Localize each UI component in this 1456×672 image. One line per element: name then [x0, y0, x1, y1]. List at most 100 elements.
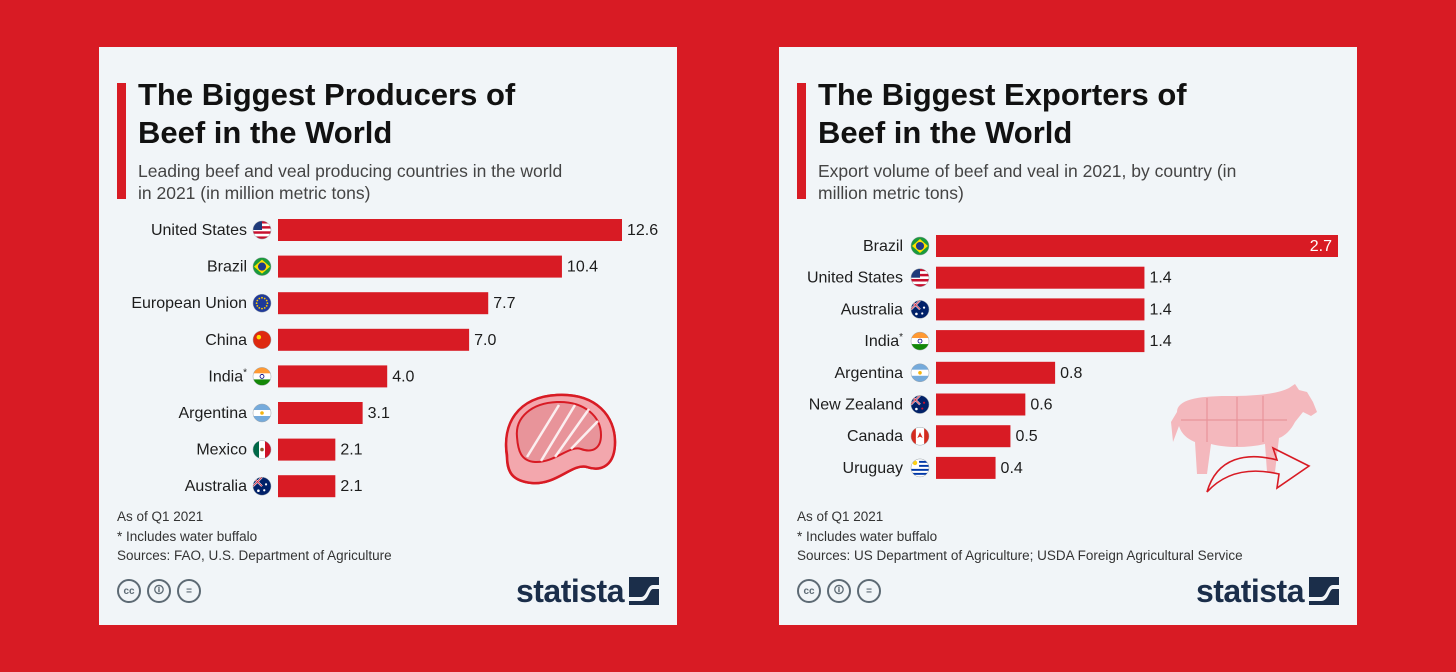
chart-notes: As of Q1 2021 * Includes water buffalo S…: [117, 507, 392, 566]
us-flag-icon: [910, 268, 930, 287]
cattle-export-icon: [1171, 384, 1317, 493]
category-label: India*: [208, 367, 247, 385]
nd-icon[interactable]: =: [857, 579, 881, 603]
value-label: 2.1: [340, 478, 362, 495]
category-label: United States: [807, 270, 903, 287]
value-label: 7.0: [474, 332, 496, 349]
bar-row: Australia 1.4: [841, 298, 1172, 321]
value-label: 2.1: [340, 442, 362, 459]
bar-row: India* 1.4: [864, 330, 1172, 353]
bar: [278, 438, 336, 461]
bar-row: United States 1.4: [807, 266, 1172, 289]
note-sources: Sources: FAO, U.S. Department of Agricul…: [117, 548, 392, 563]
canada-flag-icon: [910, 426, 930, 446]
category-label: Argentina: [835, 365, 904, 382]
by-icon[interactable]: 🛈: [147, 579, 171, 603]
bar: [278, 255, 562, 278]
australia-flag-icon: [910, 300, 930, 319]
bar-row: Australia 2.1: [185, 475, 363, 498]
bar: [278, 292, 489, 315]
bar: [278, 402, 363, 424]
bar-row: United States 12.6: [151, 219, 658, 241]
value-label: 1.4: [1149, 333, 1171, 350]
bar-row: Brazil 2.7: [863, 235, 1338, 257]
bar-row: Argentina 3.1: [179, 402, 390, 424]
brazil-flag-icon: [910, 236, 930, 256]
value-label: 2.7: [1310, 238, 1332, 255]
value-label: 1.4: [1149, 301, 1171, 318]
bar-row: India* 4.0: [208, 365, 415, 388]
nd-icon[interactable]: =: [177, 579, 201, 603]
category-label: Australia: [185, 478, 247, 495]
value-label: 1.4: [1149, 270, 1171, 287]
value-label: 0.6: [1030, 397, 1052, 414]
title-accent-bar: [117, 83, 126, 199]
statista-logo[interactable]: statista: [516, 575, 659, 607]
logo-text: statista: [1195, 573, 1305, 609]
category-label: Brazil: [863, 238, 903, 255]
bar: [278, 328, 470, 351]
india-flag-icon: [910, 331, 930, 351]
bar: [936, 298, 1145, 321]
category-label: India*: [864, 332, 903, 350]
value-label: 12.6: [627, 222, 658, 239]
argentina-flag-icon: [252, 403, 272, 423]
bar: [936, 456, 996, 479]
bar-row: China 7.0: [205, 328, 496, 351]
eu-flag-icon: [252, 293, 272, 313]
category-label: Australia: [841, 301, 903, 318]
bar: [936, 235, 1338, 257]
note-footnote: * Includes water buffalo: [797, 528, 938, 544]
bar: [278, 365, 388, 388]
mexico-flag-icon: [252, 440, 272, 459]
chart-subtitle: Leading beef and veal producing countrie…: [138, 161, 563, 203]
bar-row: European Union 7.7: [131, 292, 516, 315]
value-label: 0.4: [1001, 460, 1023, 477]
bar: [936, 361, 1056, 384]
argentina-flag-icon: [910, 363, 930, 383]
category-label: New Zealand: [809, 397, 903, 414]
category-label: Brazil: [207, 259, 247, 276]
category-label: Uruguay: [843, 460, 903, 477]
value-label: 0.5: [1015, 428, 1037, 445]
bar-row: Brazil 10.4: [207, 255, 598, 278]
cc-icon[interactable]: cc: [117, 579, 141, 603]
note-date: As of Q1 2021: [797, 509, 884, 524]
bar-row: Mexico 2.1: [196, 438, 363, 461]
by-icon[interactable]: 🛈: [827, 579, 851, 603]
bar: [278, 475, 336, 498]
category-label: Mexico: [196, 442, 247, 459]
license-icons: cc 🛈 =: [117, 579, 201, 603]
producers-bar-chart: United States 12.6 Brazil 10.4 European Unio…: [131, 219, 658, 498]
india-flag-icon: [252, 367, 272, 386]
brazil-flag-icon: [252, 257, 272, 276]
statista-mark-icon: [1309, 577, 1339, 605]
exporters-chart-card: The Biggest Exporters of Beef in the Wor…: [779, 47, 1357, 625]
producers-chart-card: The Biggest Producers of Beef in the Wor…: [99, 47, 677, 625]
china-flag-icon: [252, 330, 272, 350]
chart-subtitle: Export volume of beef and veal in 2021, …: [818, 161, 1237, 203]
value-label: 3.1: [368, 405, 390, 422]
note-date: As of Q1 2021: [117, 509, 204, 524]
bar: [936, 393, 1026, 416]
note-sources: Sources: US Department of Agriculture; U…: [797, 548, 1243, 563]
cc-icon[interactable]: cc: [797, 579, 821, 603]
bar-row: Uruguay 0.4: [843, 456, 1023, 479]
bar: [936, 330, 1145, 353]
statista-mark-icon: [629, 577, 659, 605]
statista-logo[interactable]: statista: [1196, 575, 1339, 607]
logo-text: statista: [515, 573, 625, 609]
chart-title: The Biggest Producers of Beef in the Wor…: [138, 77, 516, 150]
chart-title: The Biggest Exporters of Beef in the Wor…: [818, 77, 1187, 150]
title-accent-bar: [797, 83, 806, 199]
value-label: 10.4: [567, 259, 598, 276]
chart-notes: As of Q1 2021 * Includes water buffalo S…: [797, 507, 1243, 566]
bar-row: New Zealand 0.6: [809, 393, 1053, 416]
bar: [936, 425, 1011, 448]
uruguay-flag-icon: [910, 458, 930, 478]
value-label: 7.7: [493, 295, 515, 312]
value-label: 4.0: [392, 368, 414, 385]
category-label: European Union: [131, 295, 247, 312]
category-label: United States: [151, 222, 247, 239]
